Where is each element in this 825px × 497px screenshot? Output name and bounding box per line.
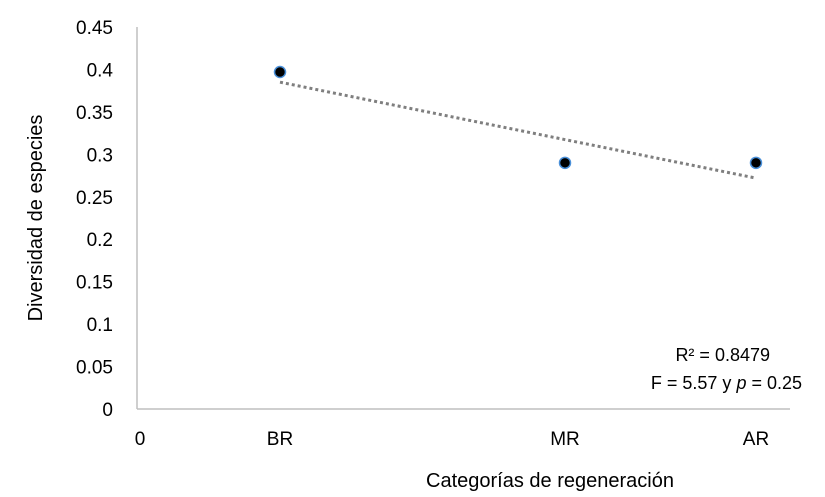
y-tick-label: 0.05	[76, 358, 113, 379]
data-point	[273, 65, 287, 79]
f-statistic-annotation: F = 5.57 y p = 0.25	[651, 373, 802, 393]
x-tick-label: AR	[743, 429, 769, 450]
y-tick-label: 0.15	[76, 273, 113, 294]
y-axis-title: Diversidad de especies	[25, 115, 47, 322]
y-axis-tick-labels: 0 0.05 0.1 0.15 0.2 0.25 0.3 0.35 0.4 0.45	[76, 18, 113, 421]
linear-trendline	[279, 80, 757, 180]
data-point	[749, 156, 763, 170]
y-tick-label: 0.45	[76, 18, 113, 39]
data-points	[273, 65, 763, 170]
x-axis-title: Categorías de regeneración	[426, 470, 674, 492]
data-point	[558, 156, 572, 170]
y-tick-label: 0	[102, 400, 113, 421]
y-tick-label: 0.25	[76, 188, 113, 209]
x-tick-label: 0	[135, 429, 146, 450]
y-tick-label: 0.35	[76, 103, 113, 124]
y-tick-label: 0.4	[87, 60, 114, 81]
r-squared-annotation: R² = 0.8479	[675, 345, 770, 365]
y-tick-label: 0.3	[87, 145, 113, 166]
p-symbol: p	[735, 373, 746, 393]
x-axis-tick-labels: 0 BR MR AR	[135, 429, 769, 450]
x-tick-label: BR	[267, 429, 293, 450]
y-tick-label: 0.2	[87, 230, 113, 251]
y-tick-label: 0.1	[87, 315, 113, 336]
x-tick-label: MR	[550, 429, 580, 450]
